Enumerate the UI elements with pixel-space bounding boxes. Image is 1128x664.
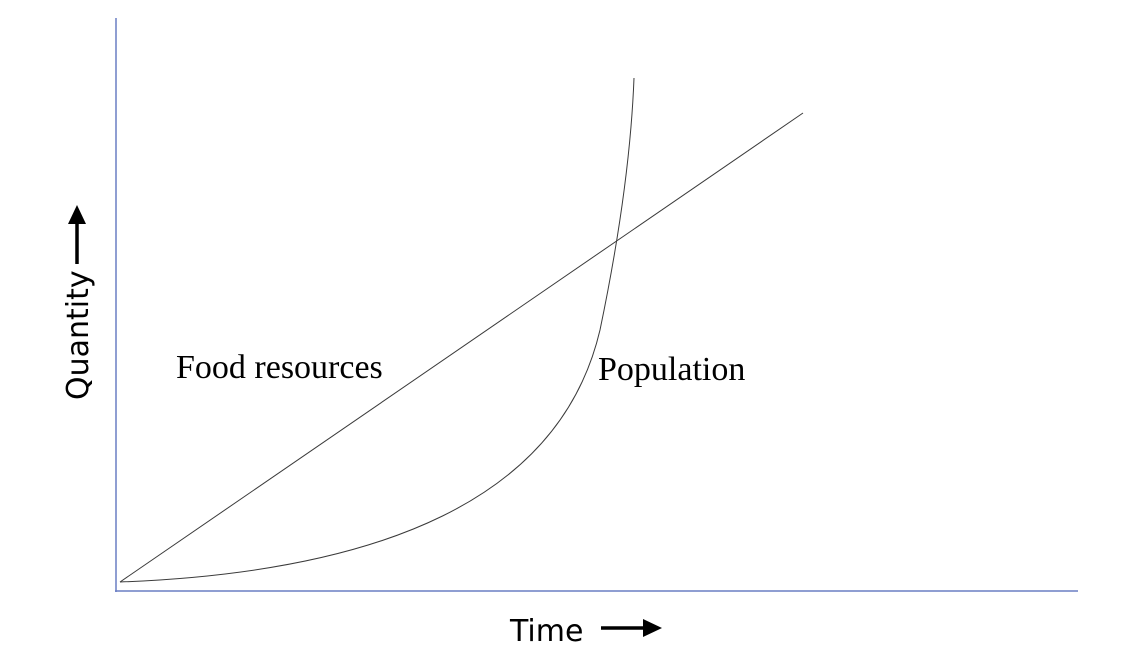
population-curve [119, 77, 635, 583]
up-arrow-icon [68, 205, 86, 264]
food-resources-line [119, 112, 804, 583]
y-axis-title-group: Quantity [61, 205, 96, 400]
right-arrow-icon [601, 619, 662, 637]
x-axis-title-group: Time [509, 614, 662, 649]
y-axis-title: Quantity [61, 270, 96, 400]
population-label: Population [598, 351, 745, 388]
x-axis-title: Time [509, 614, 583, 649]
food-resources-label: Food resources [176, 349, 383, 386]
